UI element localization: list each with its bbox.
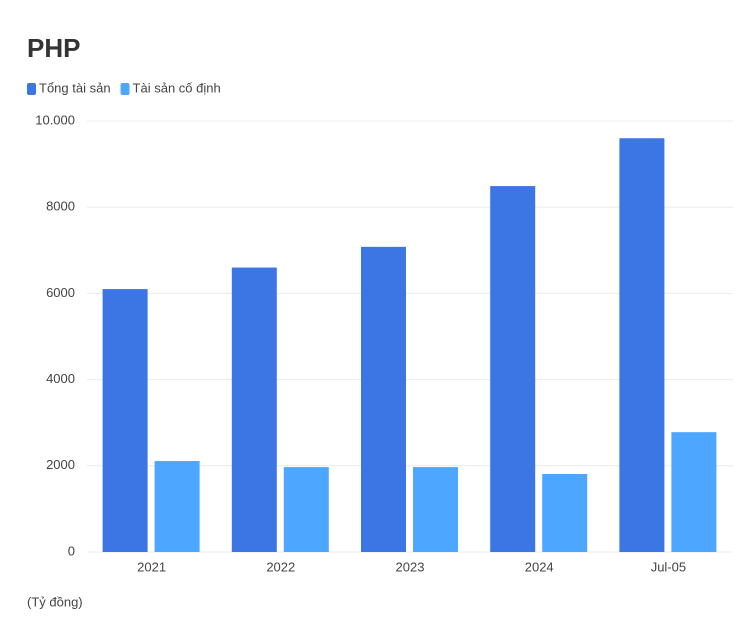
x-tick-label: 2024 — [525, 559, 554, 574]
bar — [102, 289, 148, 552]
y-tick-label: 6000 — [46, 285, 75, 300]
legend-label: Tài sản cố định — [133, 80, 221, 95]
x-tick-label: 2022 — [266, 559, 295, 574]
y-tick-label: 10.000 — [35, 112, 75, 127]
y-tick-label: 0 — [68, 543, 75, 558]
x-tick-label: Jul-05 — [651, 559, 686, 574]
bar — [283, 467, 329, 552]
bar — [619, 138, 665, 553]
bar — [361, 246, 406, 553]
legend-swatch — [27, 83, 36, 95]
chart-title: PHP — [27, 33, 80, 63]
bar — [490, 186, 536, 552]
x-tick-label: 2021 — [137, 559, 166, 574]
legend-label: Tổng tài sản — [39, 80, 111, 95]
bar — [671, 432, 717, 552]
footnote: (Tỷ đồng) — [27, 594, 83, 609]
legend-swatch — [120, 83, 130, 95]
bar — [231, 267, 277, 552]
x-tick-label: 2023 — [396, 559, 425, 574]
y-tick-label: 4000 — [46, 371, 75, 386]
bar — [542, 473, 588, 552]
bar — [154, 461, 200, 552]
bar — [413, 467, 458, 552]
y-tick-label: 8000 — [46, 199, 75, 214]
y-tick-label: 2000 — [46, 457, 75, 472]
